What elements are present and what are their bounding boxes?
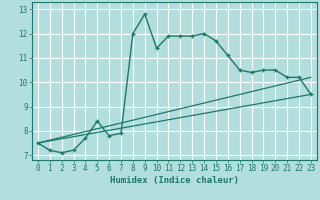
X-axis label: Humidex (Indice chaleur): Humidex (Indice chaleur) (110, 176, 239, 185)
